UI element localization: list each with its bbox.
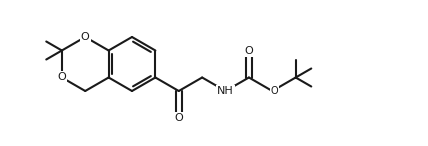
Text: O: O (174, 113, 183, 123)
Text: NH: NH (217, 86, 234, 96)
Text: O: O (244, 46, 253, 55)
Text: O: O (270, 86, 278, 96)
Text: O: O (81, 32, 89, 42)
Text: O: O (57, 73, 66, 82)
